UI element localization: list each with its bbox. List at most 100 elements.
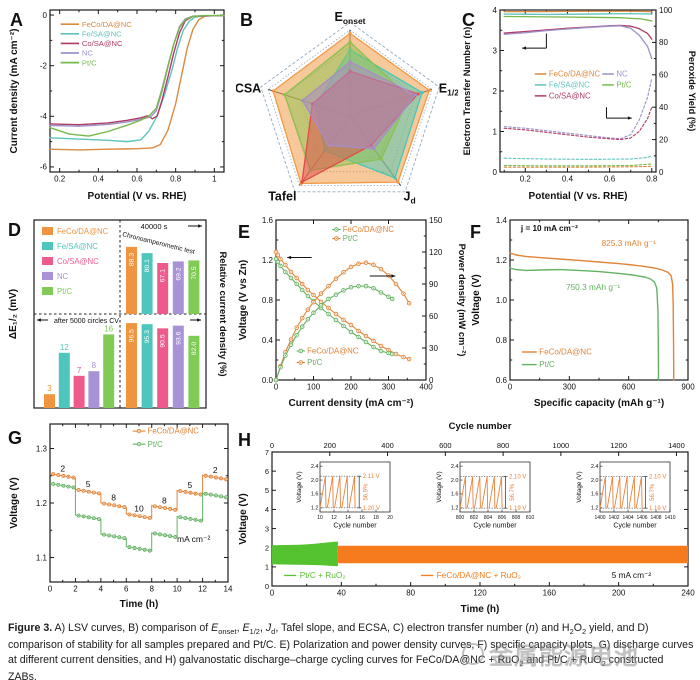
svg-text:93.6: 93.6 <box>175 331 182 344</box>
lsv-chart: 0.2 0.4 0.6 0.8 1 0 -2 -4 -6 Potential (V vs. RHE… <box>9 9 225 202</box>
svg-text:12: 12 <box>331 515 337 521</box>
panel-c-electron-transfer: 0.2 0.4 0.6 0.8 0 1 2 3 4 0 20 40 60 80 100 Potential (… <box>458 2 698 212</box>
svg-text:Pt/C: Pt/C <box>307 358 323 367</box>
svg-text:1406: 1406 <box>636 515 647 521</box>
svg-text:600: 600 <box>622 383 636 392</box>
svg-text:5 mA cm⁻²: 5 mA cm⁻² <box>612 570 652 580</box>
svg-text:200: 200 <box>324 441 337 450</box>
panel-f-specific-capacity: 0 300 600 900 0.6 0.8 1.0 1.2 1.4 Specific capaci… <box>466 214 698 418</box>
svg-text:1.2: 1.2 <box>496 256 508 265</box>
svg-text:Power density (mW cm⁻²): Power density (mW cm⁻²) <box>457 244 467 357</box>
svg-text:G: G <box>8 428 22 448</box>
svg-text:10: 10 <box>134 504 144 514</box>
svg-text:Pt/C: Pt/C <box>616 81 632 90</box>
svg-text:2: 2 <box>213 465 218 475</box>
svg-text:Pt/C: Pt/C <box>148 440 164 449</box>
svg-text:Voltage (V): Voltage (V) <box>9 477 20 528</box>
svg-text:0.6: 0.6 <box>496 376 508 385</box>
svg-text:Pt/C: Pt/C <box>82 58 97 67</box>
svg-text:F: F <box>470 222 481 242</box>
svg-text:0.2: 0.2 <box>520 175 532 184</box>
svg-text:FeCo/DA@NC: FeCo/DA@NC <box>148 427 200 436</box>
polarization-power-chart: 0 100 200 300 400 0.0 0.4 0.8 1.2 1.6 0 30 60 90 120 15… <box>238 216 467 409</box>
svg-text:1400: 1400 <box>668 441 685 450</box>
svg-text:Voltage (V): Voltage (V) <box>296 471 303 502</box>
svg-text:240: 240 <box>681 589 695 598</box>
svg-text:8: 8 <box>111 493 116 503</box>
svg-text:H: H <box>238 430 251 450</box>
svg-text:1: 1 <box>493 127 498 136</box>
svg-text:4: 4 <box>493 6 498 15</box>
svg-text:0.4: 0.4 <box>562 175 574 184</box>
svg-text:Current density (mA cm⁻²): Current density (mA cm⁻²) <box>9 29 20 154</box>
svg-text:69.2: 69.2 <box>175 267 182 280</box>
svg-text:Voltage (V vs Zn): Voltage (V vs Zn) <box>238 260 249 340</box>
panel-g-rate-steps: 0 2 4 6 8 10 12 14 1.1 1.2 1.3 Time (h) Voltage (V) 2… <box>4 418 236 618</box>
svg-text:2: 2 <box>60 463 65 473</box>
panel-a-lsv-curves: 0.2 0.4 0.6 0.8 1 0 -2 -4 -6 Potential (V vs. RHE… <box>4 2 232 212</box>
svg-text:Cycle number: Cycle number <box>449 421 512 432</box>
svg-text:100: 100 <box>659 6 673 15</box>
svg-text:1408: 1408 <box>650 515 661 521</box>
svg-text:Tafel: Tafel <box>268 190 296 204</box>
svg-text:0.6: 0.6 <box>131 175 143 184</box>
svg-text:1.2: 1.2 <box>262 256 274 265</box>
svg-text:1.0: 1.0 <box>496 296 508 305</box>
cycling-inset-2: 1.2 1.6 2.0 2.4 Voltage (V) 800 802 804 806 808 81… <box>436 461 534 530</box>
svg-text:2.4: 2.4 <box>451 464 459 470</box>
svg-text:56.9%: 56.9% <box>364 483 370 501</box>
svg-text:0: 0 <box>429 376 434 385</box>
capacity-chart: 0 300 600 900 0.6 0.8 1.0 1.2 1.4 Specific capaci… <box>470 216 695 409</box>
svg-text:800: 800 <box>456 515 465 521</box>
svg-text:100: 100 <box>307 383 321 392</box>
svg-text:Cycle number: Cycle number <box>333 523 377 530</box>
svg-text:mA cm⁻²: mA cm⁻² <box>177 534 210 544</box>
svg-text:56.7%: 56.7% <box>510 483 516 501</box>
svg-text:0.2: 0.2 <box>54 175 66 184</box>
svg-text:4: 4 <box>99 585 104 594</box>
svg-text:0: 0 <box>508 383 513 392</box>
svg-text:80: 80 <box>659 38 668 47</box>
svg-text:120: 120 <box>429 248 443 257</box>
svg-text:NC: NC <box>57 272 69 281</box>
svg-text:1400: 1400 <box>594 515 605 521</box>
svg-text:10: 10 <box>173 585 182 594</box>
svg-text:12: 12 <box>60 343 69 352</box>
svg-text:1: 1 <box>265 563 269 572</box>
svg-text:D: D <box>8 220 21 240</box>
svg-text:5: 5 <box>265 486 269 495</box>
svg-text:2.0: 2.0 <box>451 478 459 484</box>
figure-caption: Figure 3. A) LSV curves, B) comparison o… <box>8 622 694 680</box>
svg-text:Voltage (V): Voltage (V) <box>576 471 583 502</box>
svg-text:804: 804 <box>484 515 493 521</box>
svg-text:0.0: 0.0 <box>262 376 274 385</box>
svg-text:A: A <box>10 10 23 30</box>
svg-text:-4: -4 <box>40 112 48 121</box>
svg-text:56.7%: 56.7% <box>650 483 656 501</box>
svg-text:1200: 1200 <box>610 441 627 450</box>
svg-text:Current density (mA cm⁻²): Current density (mA cm⁻²) <box>289 398 414 409</box>
svg-text:40000 s: 40000 s <box>141 222 168 231</box>
svg-text:1.6: 1.6 <box>262 216 274 225</box>
svg-text:1.2: 1.2 <box>451 506 459 512</box>
svg-text:0: 0 <box>43 11 48 20</box>
svg-text:Fe/SA@NC: Fe/SA@NC <box>57 242 98 251</box>
svg-text:8: 8 <box>149 585 154 594</box>
svg-text:Pt/C: Pt/C <box>57 287 73 296</box>
svg-text:0: 0 <box>270 441 274 450</box>
svg-text:16: 16 <box>359 515 365 521</box>
svg-text:96.5: 96.5 <box>129 329 136 342</box>
svg-text:3: 3 <box>265 524 269 533</box>
svg-text:806: 806 <box>498 515 507 521</box>
svg-text:5: 5 <box>187 480 192 490</box>
svg-text:30: 30 <box>429 344 438 353</box>
svg-text:E1/2: E1/2 <box>439 81 458 97</box>
svg-text:FeCo/DA@NC: FeCo/DA@NC <box>307 347 359 356</box>
svg-text:1.4: 1.4 <box>496 216 508 225</box>
svg-text:808: 808 <box>512 515 521 521</box>
cycling-inset-1: 1.2 1.6 2.0 2.4 Voltage (V) 10 12 14 16 18 20 Cycle… <box>296 461 393 530</box>
svg-text:FeCo/DA@NC: FeCo/DA@NC <box>82 20 132 29</box>
